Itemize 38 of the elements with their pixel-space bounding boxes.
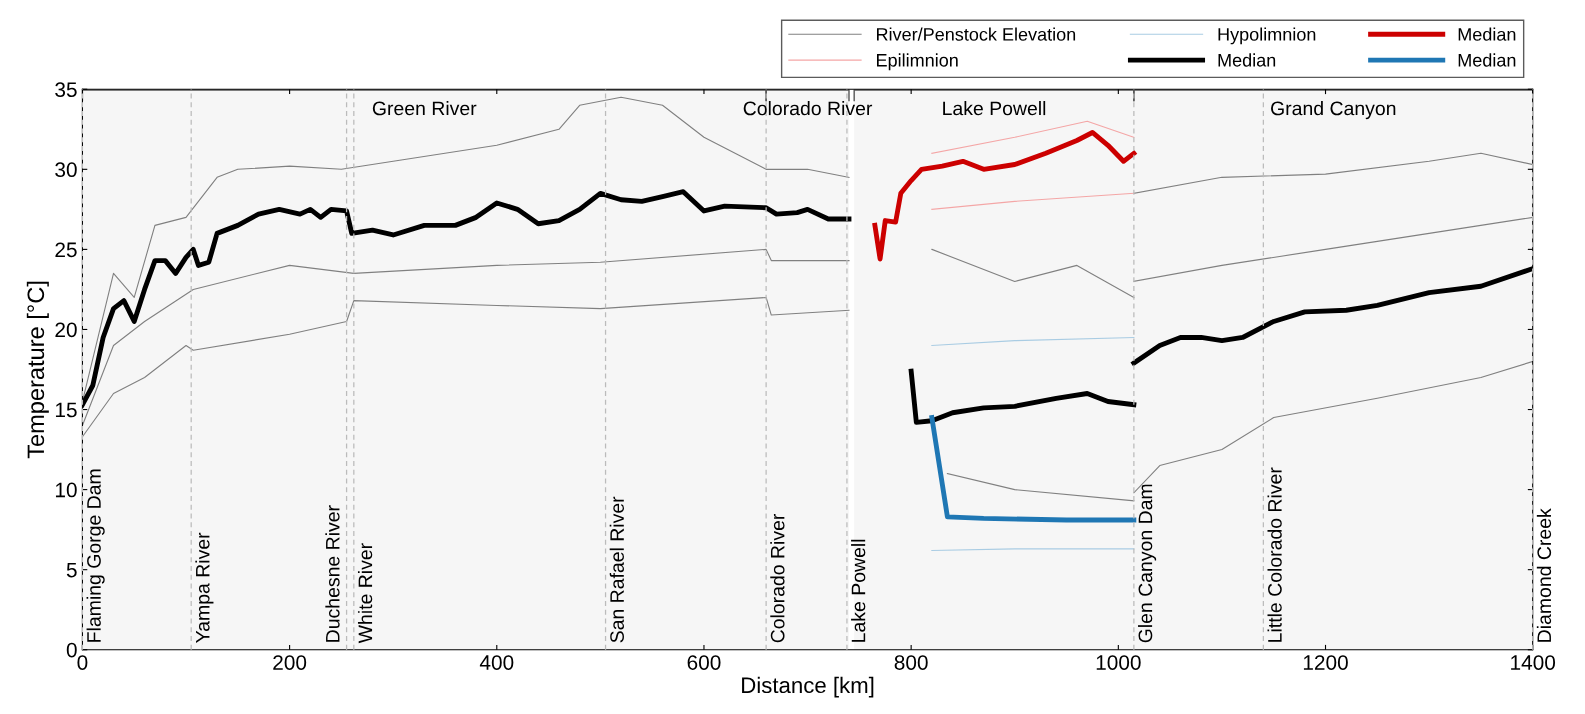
x-tick-label: 1400 — [1511, 655, 1556, 670]
ref-line-label: Little Colorado River — [1267, 467, 1282, 642]
y-tick-label: 0 — [66, 642, 77, 658]
ref-line-label: White River — [357, 543, 373, 644]
x-axis-title: Distance [km] — [742, 676, 874, 698]
y-tick-label: 35 — [55, 82, 77, 97]
y-tick-label: 20 — [55, 322, 77, 338]
band-label: Lake Powell — [943, 101, 1046, 116]
x-tick-label: 0 — [77, 655, 88, 670]
ref-line-label: San Rafael River — [609, 496, 624, 643]
legend-label: Hypolimnion — [1218, 27, 1316, 45]
band-label: Colorado River — [743, 101, 873, 116]
legend-label: Median — [1218, 53, 1276, 67]
x-tick-label: 600 — [687, 655, 721, 670]
ref-line-label: Yampa River — [195, 532, 214, 643]
ref-line-label: Glen Canyon Dam — [1138, 484, 1157, 643]
y-tick-label: 15 — [55, 402, 77, 418]
x-tick-label: 400 — [479, 655, 514, 670]
ref-line-label: Duchesne River — [325, 505, 340, 642]
x-tick-label: 800 — [894, 655, 928, 670]
x-tick-label: 200 — [273, 655, 307, 670]
legend-label: River/Penstock Elevation — [877, 27, 1076, 41]
ref-line-label: Colorado River — [770, 513, 785, 643]
legend-label: Median — [1458, 53, 1516, 67]
x-tick-label: 1200 — [1303, 655, 1348, 670]
ref-line-label: Flaming Gorge Dam — [86, 469, 105, 642]
ref-line-label: Lake Powell — [851, 539, 866, 642]
ref-line-label: Diamond Creek — [1536, 508, 1552, 642]
band-label: Grand Canyon — [1271, 101, 1396, 120]
y-tick-label: 10 — [55, 482, 77, 498]
legend-label: Epilimnion — [877, 53, 958, 71]
x-tick-label: 1000 — [1096, 655, 1141, 670]
y-tick-label: 30 — [55, 162, 77, 178]
y-tick-label: 25 — [55, 242, 77, 258]
band-label: Green River — [372, 101, 477, 116]
y-axis-title: Temperature [°C] — [26, 281, 49, 459]
y-tick-label: 5 — [66, 562, 77, 578]
legend-label: Median — [1458, 27, 1516, 41]
